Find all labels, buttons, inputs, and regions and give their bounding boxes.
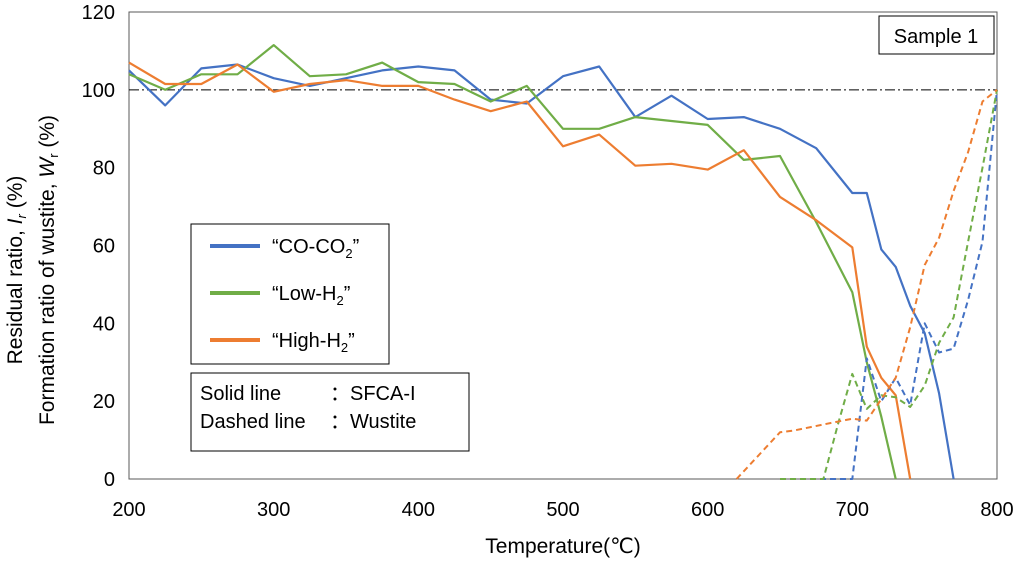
y-tick-label: 40 — [93, 313, 115, 335]
series-line-high-h2-solid — [128, 61, 912, 480]
y-tick-label: 20 — [93, 391, 115, 413]
series-line-co-co2-solid — [128, 63, 955, 480]
x-tick-label: 200 — [112, 499, 145, 521]
x-tick-label: 700 — [836, 499, 869, 521]
y-axis-label-residual: Residual ratio, Ir (%) — [4, 176, 29, 365]
note-solid-label: Solid line — [200, 383, 281, 405]
legend-label-high-h2: “High-H2” — [272, 330, 355, 355]
legend-label-low-h2: “Low-H2” — [272, 283, 350, 308]
legend-label-co-co2: “CO-CO2” — [272, 236, 359, 261]
x-tick-label: 400 — [402, 499, 435, 521]
y-tick-label: 100 — [82, 80, 115, 102]
sample-label-box — [878, 15, 995, 55]
note-box — [190, 372, 470, 452]
y-tick-label: 120 — [82, 2, 115, 24]
y-tick-label: 60 — [93, 236, 115, 258]
x-axis-label: Temperature(℃) — [485, 535, 640, 558]
note-solid-value: ：SFCA-I — [330, 383, 416, 405]
x-tick-label: 800 — [980, 499, 1013, 521]
x-tick-label: 500 — [546, 499, 579, 521]
y-tick-label: 80 — [93, 158, 115, 180]
legend: “CO-CO2” “Low-H2” “High-H2” — [190, 223, 390, 365]
x-tick-label: 600 — [691, 499, 724, 521]
note-dashed-label: Dashed line — [200, 411, 306, 433]
tick-labels: 200 300 400 500 600 700 800 0 20 40 60 80 100 120 — [82, 2, 1014, 521]
series-line-high-h2-dashed — [735, 89, 998, 480]
series-line-low-h2-dashed — [780, 89, 998, 480]
line-style-note: Solid line ：SFCA-I Dashed line ：Wustite — [190, 372, 470, 452]
series-layer — [128, 43, 998, 480]
series-line-co-co2-dashed — [780, 89, 998, 480]
y-tick-label: 0 — [104, 469, 115, 491]
series-line-low-h2-solid — [128, 43, 897, 480]
y-axis-label-formation: Formation ratio of wustite, Wr (%) — [36, 115, 61, 425]
note-dashed-value: ：Wustite — [330, 411, 416, 433]
x-tick-label: 300 — [257, 499, 290, 521]
sample-label: Sample 1 — [894, 26, 979, 48]
